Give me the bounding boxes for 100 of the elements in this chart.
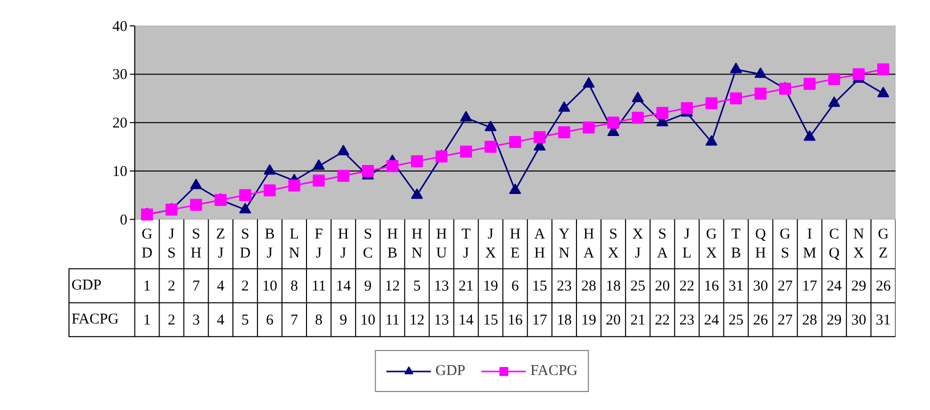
data-label: 11: [312, 278, 326, 295]
data-label: 15: [483, 312, 498, 329]
data-label: 1: [143, 278, 151, 295]
data-label: 18: [606, 278, 621, 295]
data-label: 12: [409, 312, 424, 329]
x-tick-label: HB: [386, 226, 398, 262]
data-label: 30: [753, 278, 768, 295]
point: [558, 101, 570, 112]
point: [705, 97, 718, 110]
data-label: 2: [168, 278, 176, 295]
point: [509, 136, 522, 148]
point: [288, 179, 300, 192]
x-tick-label: HJ: [338, 226, 349, 262]
data-label: 5: [241, 312, 249, 329]
point: [754, 88, 767, 100]
point: [460, 146, 472, 158]
point: [779, 82, 792, 95]
data-label: 7: [290, 312, 298, 329]
data-label: 3: [192, 312, 200, 329]
data-label: 12: [384, 278, 400, 295]
data-label: 2: [241, 278, 249, 295]
point: [607, 116, 620, 129]
x-tick-label: YN: [558, 226, 570, 262]
data-label: 13: [434, 278, 449, 295]
point: [877, 86, 890, 98]
point: [239, 202, 252, 214]
point: [730, 92, 742, 104]
data-label: 19: [581, 312, 596, 329]
y-tick-label: 10: [112, 164, 128, 180]
point: [632, 112, 644, 124]
text: FACPG: [71, 312, 119, 328]
data-label: 28: [802, 312, 818, 329]
point: [730, 62, 742, 74]
point: [705, 135, 718, 146]
point: [337, 170, 350, 182]
data-label: 9: [364, 278, 372, 295]
y-tick-label: 20: [112, 116, 128, 132]
x-tick-label: SD: [240, 226, 251, 262]
point: [190, 178, 202, 190]
point: [484, 120, 497, 132]
point: [852, 68, 865, 80]
x-tick-label: IM: [802, 226, 816, 262]
legend-label: FACPG: [530, 362, 578, 380]
data-label: 4: [216, 278, 225, 295]
data-label: 31: [876, 312, 891, 329]
x-tick-label: QH: [755, 226, 766, 262]
data-label: 28: [581, 278, 596, 295]
x-tick-label: JS: [167, 226, 176, 262]
point: [386, 160, 398, 172]
data-label: 15: [532, 278, 548, 295]
data-label: 26: [753, 312, 769, 329]
point: [362, 164, 374, 177]
data-label: 11: [385, 312, 400, 329]
text: GDP: [71, 278, 102, 294]
point: [828, 73, 840, 86]
data-label: 30: [851, 312, 866, 329]
point: [754, 67, 767, 78]
x-tick-label: GX: [706, 226, 718, 262]
point: [877, 63, 890, 76]
data-label: 19: [483, 278, 498, 295]
point: [582, 121, 595, 134]
x-tick-label: TJ: [461, 226, 471, 262]
x-tick-label: GZ: [878, 226, 889, 262]
data-label: 23: [556, 278, 572, 295]
data-label: 27: [778, 278, 794, 295]
data-label: 31: [728, 278, 744, 295]
x-tick-label: XJ: [632, 226, 644, 262]
data-label: 1: [143, 312, 151, 329]
point: [558, 126, 570, 138]
data-label: 17: [802, 278, 818, 295]
point: [460, 110, 472, 122]
data-label: 16: [508, 312, 524, 329]
data-label: 29: [851, 278, 866, 295]
x-tick-label: GS: [780, 226, 791, 262]
data-label: 8: [315, 312, 323, 329]
x-tick-label: SX: [608, 226, 619, 262]
x-tick-label: HN: [412, 226, 423, 262]
data-label: 10: [360, 312, 376, 329]
data-label: 13: [434, 312, 449, 329]
data-label: 20: [654, 278, 670, 295]
data-label: 21: [630, 312, 646, 329]
data-label: 7: [192, 278, 200, 295]
x-tick-label: HA: [583, 226, 594, 262]
data-label: 17: [532, 312, 548, 329]
data-label: 2: [168, 312, 176, 329]
x-tick-label: CQ: [828, 226, 840, 262]
point: [828, 96, 840, 107]
x-tick-label: HU: [436, 226, 448, 262]
point: [410, 188, 423, 199]
x-tick-label: GD: [142, 226, 153, 262]
data-label: 22: [679, 278, 694, 295]
data-label: 25: [630, 278, 646, 295]
y-tick-label: 30: [112, 67, 128, 84]
x-tick-label: AH: [534, 226, 546, 262]
data-label: 23: [679, 312, 694, 329]
x-tick-label: JL: [682, 226, 692, 262]
data-label: 21: [458, 278, 474, 295]
x-tick-label: HE: [510, 226, 521, 262]
data-label: 22: [654, 312, 670, 329]
x-tick-label: ZJ: [216, 226, 226, 262]
